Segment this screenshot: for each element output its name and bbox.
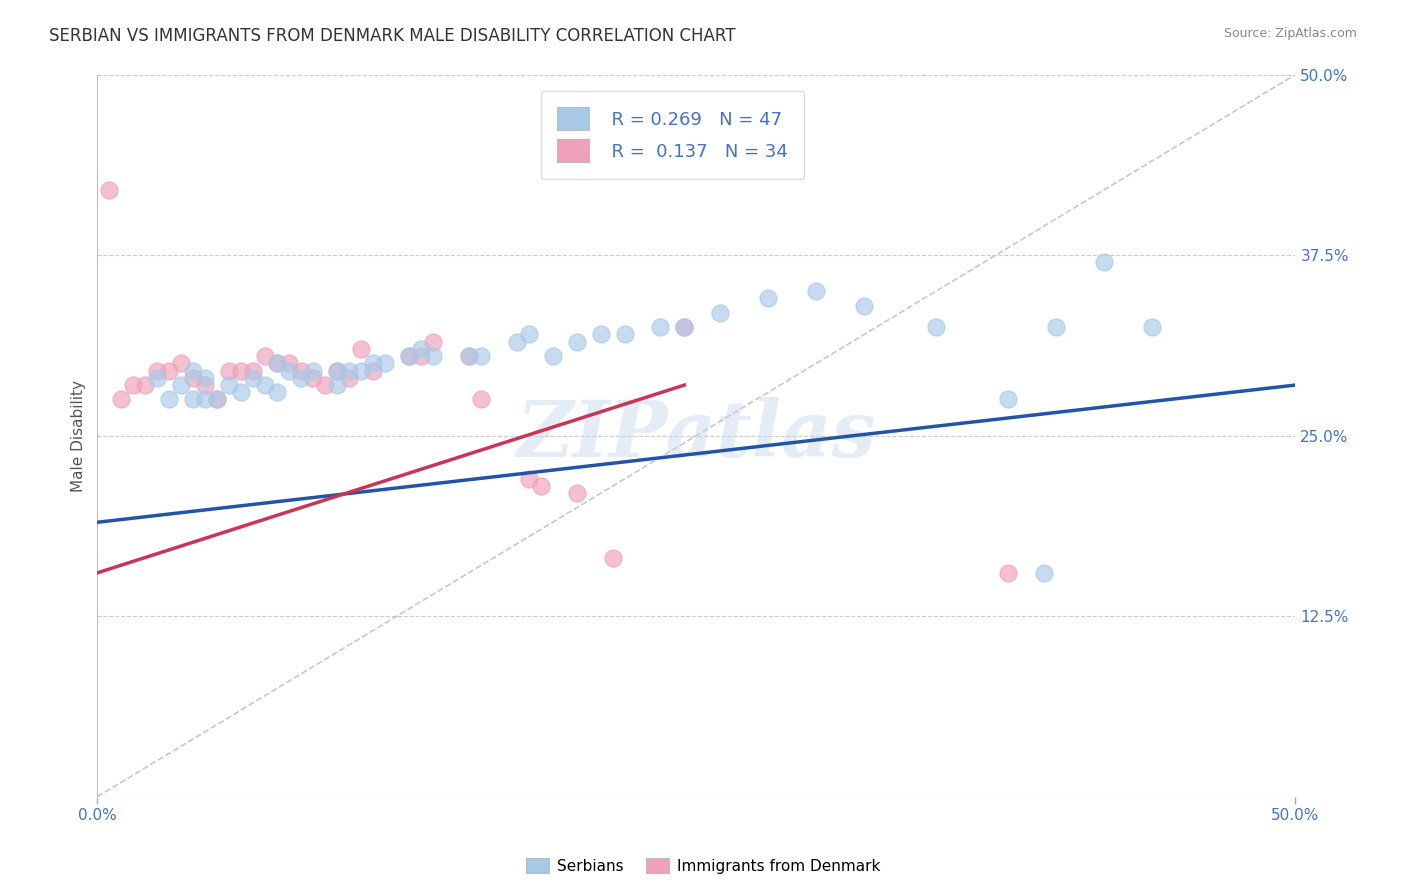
Point <box>350 342 373 356</box>
Point <box>1140 320 1163 334</box>
Point <box>205 392 228 407</box>
Point <box>326 363 349 377</box>
Point <box>110 392 132 407</box>
Point <box>242 371 264 385</box>
Point <box>457 349 479 363</box>
Point <box>470 349 492 363</box>
Point <box>925 320 948 334</box>
Point <box>290 371 312 385</box>
Point <box>541 349 564 363</box>
Point <box>422 349 444 363</box>
Point <box>733 111 755 125</box>
Point <box>302 363 325 377</box>
Point <box>756 292 779 306</box>
Point <box>673 320 696 334</box>
Point <box>278 363 301 377</box>
Point <box>613 327 636 342</box>
Point <box>290 363 312 377</box>
Point <box>589 327 612 342</box>
Point <box>1092 255 1115 269</box>
Point <box>134 378 156 392</box>
Point <box>565 486 588 500</box>
Point <box>157 363 180 377</box>
Point <box>409 342 432 356</box>
Point <box>170 356 193 370</box>
Point <box>517 327 540 342</box>
Point <box>181 392 204 407</box>
Text: SERBIAN VS IMMIGRANTS FROM DENMARK MALE DISABILITY CORRELATION CHART: SERBIAN VS IMMIGRANTS FROM DENMARK MALE … <box>49 27 735 45</box>
Point <box>565 334 588 349</box>
Point <box>170 378 193 392</box>
Point <box>242 363 264 377</box>
Point <box>361 356 384 370</box>
Point <box>157 392 180 407</box>
Point <box>409 349 432 363</box>
Point <box>205 392 228 407</box>
Point <box>146 363 169 377</box>
Point <box>218 378 240 392</box>
Point <box>337 371 360 385</box>
Point <box>326 363 349 377</box>
Point <box>650 320 672 334</box>
Point <box>853 299 876 313</box>
Point <box>194 392 217 407</box>
Point <box>266 385 288 400</box>
Point <box>1032 566 1054 580</box>
Point <box>181 363 204 377</box>
Point <box>337 363 360 377</box>
Point <box>254 378 277 392</box>
Point <box>229 385 252 400</box>
Point <box>1045 320 1067 334</box>
Point <box>254 349 277 363</box>
Point <box>266 356 288 370</box>
Point <box>350 363 373 377</box>
Point <box>530 479 553 493</box>
Point <box>229 363 252 377</box>
Point <box>374 356 396 370</box>
Point <box>997 566 1019 580</box>
Point <box>422 334 444 349</box>
Point <box>302 371 325 385</box>
Point <box>517 472 540 486</box>
Text: Source: ZipAtlas.com: Source: ZipAtlas.com <box>1223 27 1357 40</box>
Point <box>673 320 696 334</box>
Point <box>218 363 240 377</box>
Point <box>709 306 731 320</box>
Point <box>398 349 420 363</box>
Point <box>470 392 492 407</box>
Point <box>146 371 169 385</box>
Y-axis label: Male Disability: Male Disability <box>72 380 86 491</box>
Point <box>181 371 204 385</box>
Point <box>326 378 349 392</box>
Point <box>398 349 420 363</box>
Point <box>505 334 527 349</box>
Legend: Serbians, Immigrants from Denmark: Serbians, Immigrants from Denmark <box>520 852 886 880</box>
Point <box>997 392 1019 407</box>
Point <box>314 378 336 392</box>
Point <box>194 371 217 385</box>
Point <box>806 284 828 298</box>
Text: ZIPatlas: ZIPatlas <box>517 397 876 474</box>
Point <box>361 363 384 377</box>
Point <box>457 349 479 363</box>
Point <box>98 183 121 197</box>
Point <box>266 356 288 370</box>
Point <box>602 551 624 566</box>
Point <box>278 356 301 370</box>
Point <box>122 378 145 392</box>
Point <box>194 378 217 392</box>
Legend:   R = 0.269   N = 47,   R =  0.137   N = 34: R = 0.269 N = 47, R = 0.137 N = 34 <box>540 91 804 178</box>
